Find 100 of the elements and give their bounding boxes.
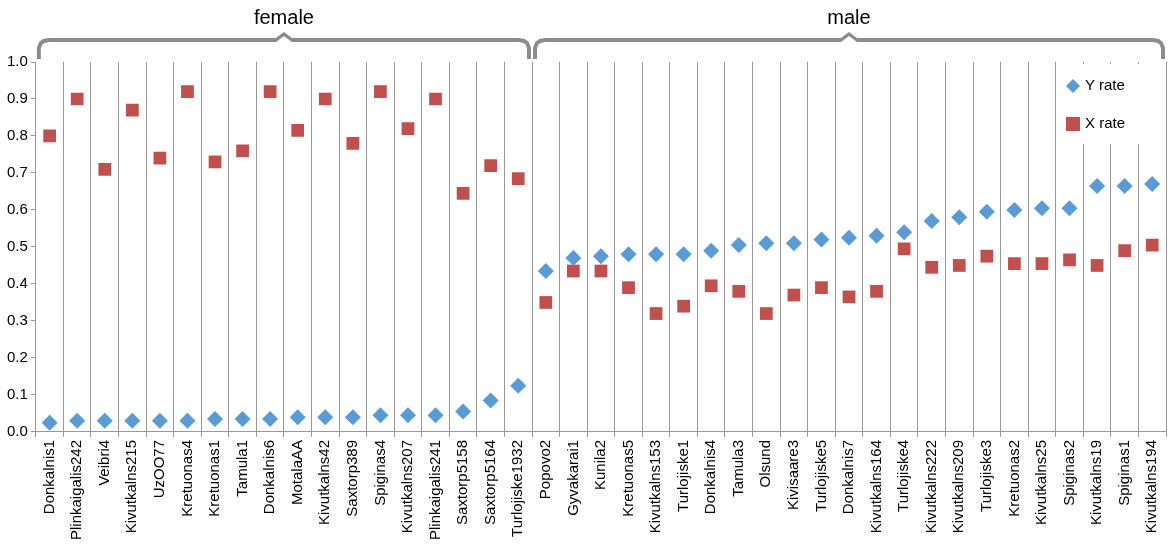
- point: [951, 209, 968, 226]
- x-tick-label: Kivutkalns222: [921, 439, 939, 534]
- point: [923, 213, 940, 230]
- x-tick-label: Kivutkalns194: [1142, 439, 1160, 534]
- point: [1033, 200, 1050, 217]
- x-tick-label: MotalaAA: [287, 439, 305, 505]
- legend-label: X rate: [1085, 114, 1126, 132]
- point: [1006, 201, 1023, 218]
- point: [675, 246, 692, 263]
- point: [318, 92, 332, 106]
- point: [759, 307, 773, 320]
- x-tick-label: UzOO77: [150, 439, 168, 499]
- y-tick-label: 0.1: [6, 385, 28, 403]
- y-tick-label: 0.9: [6, 89, 28, 107]
- point: [730, 237, 747, 254]
- point: [813, 231, 830, 248]
- x-tick-label: Kunila2: [591, 439, 609, 490]
- point: [427, 407, 444, 424]
- x-tick-label: Kivutkalns153: [646, 439, 664, 534]
- x-tick-label: Spiginas2: [1059, 439, 1077, 506]
- point: [815, 281, 828, 295]
- point: [648, 246, 665, 263]
- x-tick-label: Spiginas1: [1114, 439, 1132, 506]
- point: [1035, 257, 1049, 270]
- x-tick-label: Kivutkalns209: [949, 439, 967, 534]
- point: [1063, 253, 1076, 267]
- point: [510, 377, 527, 394]
- text: male: [827, 6, 871, 28]
- y-tick-label: 0.2: [6, 348, 28, 366]
- x-tick-label: Saxtorp5158: [453, 439, 471, 526]
- x-tick-label: Plinkaigalis242: [67, 439, 85, 541]
- point: [565, 250, 582, 267]
- point: [897, 242, 911, 256]
- y-tick-label: 0.7: [6, 163, 28, 181]
- point: [703, 242, 720, 259]
- point: [181, 85, 194, 98]
- x-tick-label: Turlojiske1: [673, 439, 691, 512]
- x-tick-label: Saxtorp5164: [480, 439, 498, 526]
- y-tick-label: 0.4: [6, 274, 28, 292]
- point: [1145, 238, 1159, 252]
- point: [868, 227, 885, 244]
- point: [1090, 259, 1104, 272]
- y-tick-label: 0.0: [6, 422, 28, 440]
- point: [1144, 176, 1161, 193]
- point: [263, 85, 277, 98]
- point: [98, 162, 112, 176]
- x-tick-label: Kivutkalns164: [866, 439, 884, 534]
- x-tick-label: Turlojiske5: [811, 439, 829, 512]
- point: [69, 412, 86, 429]
- x-tick-label: Kivutkalns215: [122, 439, 140, 534]
- x-tick-label: Turlojiske3: [976, 439, 994, 512]
- x-tick-label: Turlojiske1932: [508, 439, 526, 537]
- point: [372, 407, 389, 424]
- point: [1118, 244, 1132, 258]
- y-tick-label: 0.3: [6, 311, 28, 329]
- point: [980, 249, 994, 263]
- point: [1008, 257, 1021, 270]
- point: [429, 92, 442, 106]
- x-tick-label: Kretuonas1: [205, 439, 223, 517]
- point: [1116, 177, 1133, 194]
- x-tick-label: Spiginas4: [370, 439, 388, 506]
- x-tick-label: Plinkaigalis241: [425, 439, 443, 541]
- point: [207, 410, 224, 427]
- point: [96, 412, 113, 429]
- x-tick-label: Turlojiske4: [894, 439, 912, 512]
- point: [952, 259, 966, 272]
- point: [1089, 177, 1106, 194]
- point: [455, 403, 472, 420]
- x-tick-label: Donkalnis6: [260, 439, 278, 515]
- point: [925, 260, 939, 274]
- point: [622, 281, 635, 295]
- point: [649, 307, 663, 320]
- y-tick-label: 0.6: [6, 200, 28, 218]
- point: [41, 414, 58, 431]
- x-tick-label: Olsund: [756, 439, 774, 488]
- point: [677, 299, 690, 313]
- point: [896, 224, 913, 241]
- x-tick-label: Kretuonas4: [177, 439, 195, 517]
- point: [484, 159, 498, 172]
- x-tick-label: Saxtorp389: [342, 439, 360, 517]
- point: [151, 412, 168, 429]
- x-tick-label: Tamula1: [232, 439, 250, 497]
- point: [262, 410, 279, 427]
- point: [401, 122, 415, 135]
- point: [482, 392, 499, 409]
- point: [317, 409, 334, 426]
- point: [539, 296, 553, 309]
- x-tick-label: Kivutkalns42: [315, 439, 333, 525]
- point: [841, 229, 858, 246]
- point: [234, 410, 251, 427]
- point: [732, 285, 746, 298]
- x-tick-label: Tamula3: [728, 439, 746, 497]
- point: [43, 129, 56, 143]
- x-tick-label: Kivutkalns19: [1087, 439, 1105, 525]
- point: [346, 137, 360, 150]
- x-tick-label: Kivutkalns25: [1032, 439, 1050, 525]
- y-tick-label: 0.5: [6, 237, 28, 255]
- point: [289, 409, 306, 426]
- point: [374, 85, 387, 98]
- legend-label: Y rate: [1085, 76, 1125, 94]
